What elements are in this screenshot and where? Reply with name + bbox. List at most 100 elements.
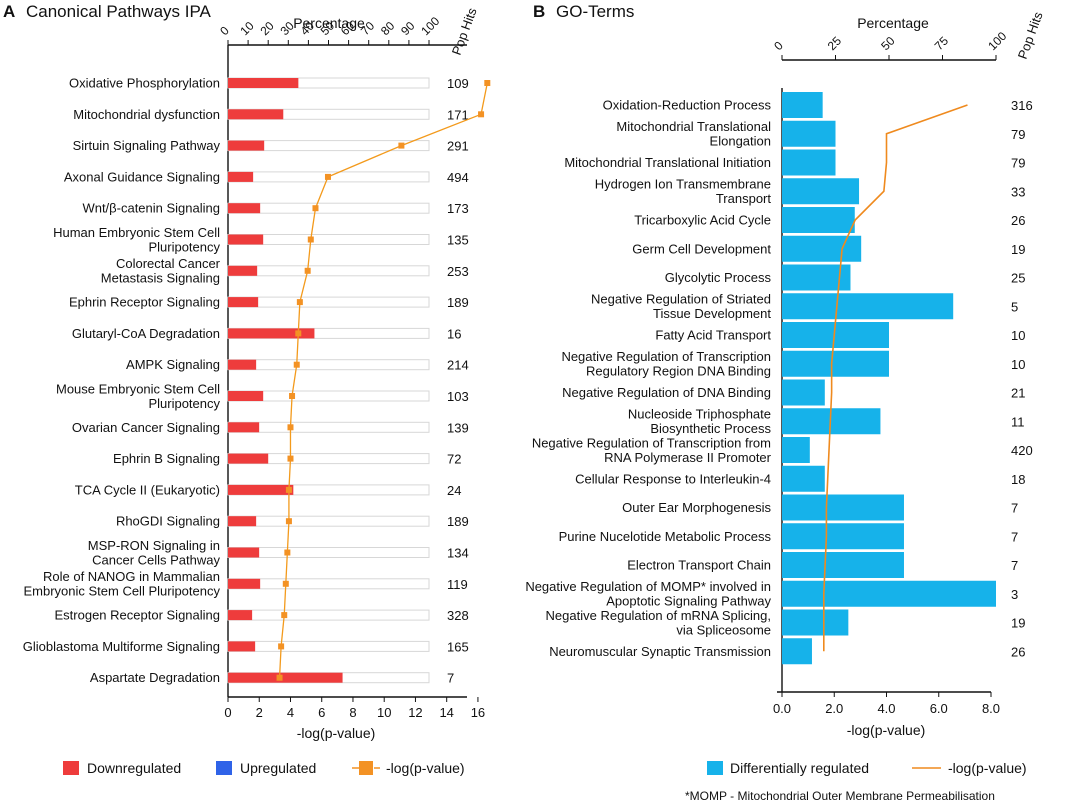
legend-downregulated-label: Downregulated: [87, 760, 181, 776]
pop-hits-value-b: 26: [1011, 644, 1025, 659]
category-label-b: Negative Regulation of Transcription fro…: [532, 435, 772, 465]
bottom-tick-label-b: 6.0: [930, 701, 948, 716]
category-label-b: Outer Ear Morphogenesis: [622, 500, 771, 515]
bar-track-a: [227, 640, 430, 652]
bar-differentially-regulated: [782, 523, 904, 550]
pop-hits-value-a: 119: [447, 577, 468, 592]
category-label-a: Axonal Guidance Signaling: [64, 169, 220, 184]
pop-hits-value-b: 7: [1011, 501, 1018, 516]
category-label-b: Mitochondrial Translational Elongation: [616, 119, 771, 149]
bottom-tick-label-b: 2.0: [825, 701, 843, 716]
category-label-b: Negative Regulation of Striated Tissue De…: [591, 292, 771, 322]
pval-point-a: [484, 80, 491, 86]
pop-hits-value-a: 171: [447, 107, 469, 122]
category-label-a: Human Embryonic Stem Cell Pluripotency: [53, 225, 220, 255]
legend-diff-regulated-swatch: [707, 761, 723, 775]
legend-pval-label-a: -log(p-value): [386, 760, 465, 776]
pop-hits-value-a: 189: [447, 295, 469, 310]
bar-downregulated: [228, 328, 315, 339]
bar-differentially-regulated: [782, 552, 904, 578]
category-label-a: Ephrin Receptor Signaling: [69, 295, 220, 310]
top-tick-label-b: 100: [985, 29, 1009, 53]
bottom-tick-label-a: 16: [471, 705, 485, 720]
category-label-a: Wnt/β-catenin Signaling: [82, 201, 220, 216]
panel-b-letter: B: [533, 2, 545, 21]
category-label-a: Ephrin B Signaling: [113, 451, 220, 466]
pop-hits-value-b: 11: [1011, 414, 1025, 429]
bar-track-a: [227, 515, 430, 527]
bar-downregulated: [228, 641, 256, 652]
category-label-a: AMPK Signaling: [126, 357, 220, 372]
category-label-b: Purine Nucelotide Metabolic Process: [559, 529, 772, 544]
bar-differentially-regulated: [782, 437, 810, 463]
top-tick-label-a: 80: [378, 19, 398, 39]
pop-hits-value-a: 494: [447, 170, 469, 185]
bar-differentially-regulated: [782, 207, 855, 233]
bar-track-a: [227, 265, 430, 277]
top-axis-title-a: Percentage: [293, 15, 365, 31]
pop-hits-value-b: 33: [1011, 184, 1025, 199]
legend-upregulated-swatch: [216, 761, 232, 775]
pval-point-a: [287, 424, 294, 431]
bar-differentially-regulated: [782, 293, 954, 320]
category-label-a: Aspartate Degradation: [90, 670, 220, 685]
panel-a-title: Canonical Pathways IPA: [26, 2, 212, 21]
top-tick-label-a: 90: [398, 19, 418, 39]
pop-hits-value-a: 24: [447, 483, 461, 498]
pop-hits-value-b: 5: [1011, 299, 1018, 314]
category-label-a: Oxidative Phosphorylation: [69, 76, 220, 91]
bar-downregulated: [228, 109, 284, 120]
bar-downregulated: [228, 484, 294, 495]
bar-differentially-regulated: [782, 609, 849, 636]
pop-hits-value-b: 7: [1011, 558, 1018, 573]
category-label-b: Mitochondrial Translational Initiation: [564, 155, 771, 170]
category-label-a: Mouse Embryonic Stem Cell Pluripotency: [56, 381, 220, 411]
pval-point-a: [307, 236, 314, 243]
legend-pval-label-b: -log(p-value): [948, 760, 1027, 776]
bottom-tick-label-b: 0.0: [773, 701, 791, 716]
bar-differentially-regulated: [782, 580, 996, 607]
bottom-axis-title-b: -log(p-value): [847, 722, 926, 738]
legend-b: Differentially regulated -log(p-value): [707, 760, 1027, 776]
pop-hits-value-a: 16: [447, 326, 461, 341]
bottom-tick-label-a: 12: [408, 705, 422, 720]
top-tick-label-b: 75: [932, 34, 952, 54]
bottom-tick-label-a: 8: [349, 705, 356, 720]
panel-a-letter: A: [3, 2, 15, 21]
bar-downregulated: [228, 234, 264, 245]
bar-downregulated: [228, 610, 253, 621]
category-label-b: Tricarboxylic Acid Cycle: [634, 213, 771, 228]
category-label-a: Ovarian Cancer Signaling: [72, 420, 220, 435]
category-label-b: Electron Transport Chain: [627, 558, 771, 573]
bar-downregulated: [228, 547, 260, 558]
bottom-tick-label-a: 6: [318, 705, 325, 720]
top-tick-label-b: 50: [878, 34, 898, 54]
footnote: *MOMP - Mitochondrial Outer Membrane Per…: [685, 789, 995, 803]
pval-line-b: [822, 104, 968, 652]
top-tick-label-a: 100: [418, 14, 442, 38]
category-label-b: Negative Regulation of Transcription Regu…: [561, 349, 771, 379]
pop-hits-header-a: Pop Hits: [449, 5, 480, 57]
bottom-axis-title-a: -log(p-value): [297, 725, 376, 741]
pop-hits-value-b: 79: [1011, 156, 1025, 171]
category-label-a: Role of NANOG in Mammalian Embryonic Stem…: [23, 569, 220, 599]
category-label-b: Negative Regulation of mRNA Splicing, via…: [546, 608, 771, 638]
legend-downregulated-swatch: [63, 761, 79, 775]
bar-differentially-regulated: [782, 178, 860, 205]
pop-hits-value-a: 214: [447, 358, 469, 373]
bar-differentially-regulated: [782, 235, 862, 262]
pval-point-a: [478, 111, 485, 118]
bottom-tick-label-a: 0: [224, 705, 231, 720]
pop-hits-value-b: 10: [1011, 328, 1025, 343]
legend-pval-marker-a: [359, 761, 373, 775]
category-label-b: Negative Regulation of MOMP* involved in…: [525, 579, 771, 609]
pop-hits-value-a: 189: [447, 514, 469, 529]
pval-point-a: [289, 393, 296, 399]
bar-differentially-regulated: [782, 494, 904, 521]
bottom-tick-label-b: 4.0: [877, 701, 895, 716]
bar-differentially-regulated: [782, 465, 825, 492]
pop-hits-value-a: 165: [447, 639, 469, 654]
pop-hits-value-a: 135: [447, 233, 469, 248]
